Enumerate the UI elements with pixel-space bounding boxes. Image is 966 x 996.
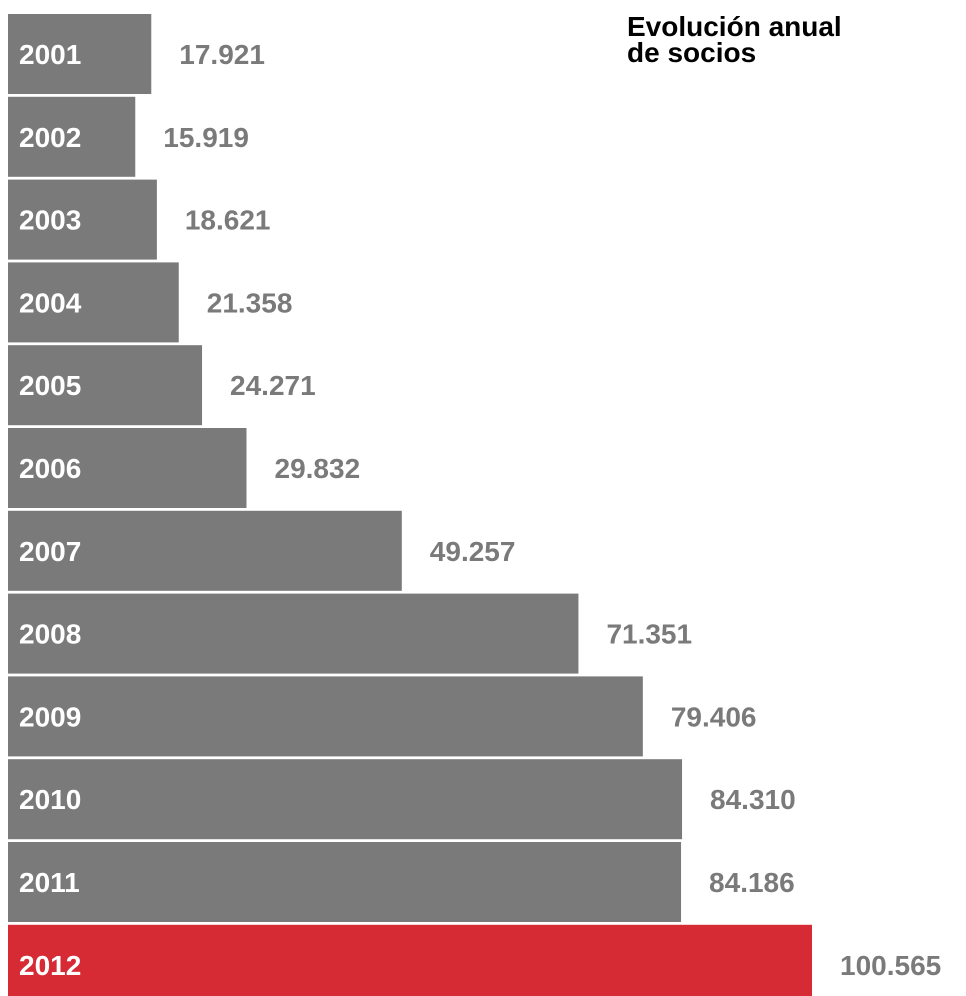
value-label-2008: 71.351: [606, 619, 692, 650]
bar-2001: [8, 14, 152, 94]
value-label-2010: 84.310: [710, 784, 796, 815]
value-label-2003: 18.621: [185, 205, 271, 236]
bar-row-2009: 2009 79.406: [8, 676, 757, 757]
bar-row-2007: 2007 49.257: [8, 510, 516, 591]
bar-2003: [8, 179, 157, 260]
value-label-2009: 79.406: [671, 701, 757, 732]
category-label-2005: 2005: [19, 370, 81, 401]
category-label-2007: 2007: [19, 536, 81, 567]
value-label-2006: 29.832: [275, 453, 361, 484]
chart-title-line-2: de socios: [627, 37, 757, 68]
bar-row-2012: 2012 100.565: [8, 924, 941, 996]
bar-2002: [8, 96, 136, 177]
bar-row-2006: 2006 29.832: [8, 428, 360, 508]
bar-2008: [8, 593, 579, 674]
value-label-2011: 84.186: [709, 867, 795, 898]
bar-row-2002: 2002 15.919: [8, 96, 249, 177]
bar-row-2003: 2003 18.621: [8, 179, 271, 260]
bar-row-2011: 2011 84.186: [8, 842, 795, 922]
category-label-2002: 2002: [19, 122, 81, 153]
category-label-2011: 2011: [19, 867, 80, 898]
bar-row-2008: 2008 71.351: [8, 593, 692, 674]
value-label-2012: 100.565: [840, 950, 941, 981]
bar-row-2001: 2001 17.921: [8, 14, 265, 94]
category-label-2012: 2012: [19, 950, 81, 981]
category-label-2006: 2006: [19, 453, 81, 484]
value-label-2001: 17.921: [179, 39, 265, 70]
category-label-2010: 2010: [19, 784, 81, 815]
value-label-2002: 15.919: [163, 122, 249, 153]
value-label-2007: 49.257: [430, 536, 516, 567]
bar-row-2004: 2004 21.358: [8, 262, 293, 343]
bar-2006: [8, 428, 247, 508]
category-label-2009: 2009: [19, 701, 81, 732]
category-label-2001: 2001: [19, 39, 81, 70]
category-label-2003: 2003: [19, 205, 81, 236]
bar-2011: [8, 842, 682, 922]
bar-2009: [8, 676, 643, 757]
value-label-2004: 21.358: [207, 287, 293, 318]
bar-2004: [8, 262, 179, 343]
bar-2010: [8, 759, 683, 840]
category-label-2004: 2004: [19, 287, 82, 318]
value-label-2005: 24.271: [230, 370, 316, 401]
bar-2005: [8, 345, 203, 426]
bar-2007: [8, 510, 402, 591]
bar-2012: [8, 924, 812, 996]
chart-title-line-1: Evolución anual: [627, 11, 842, 42]
category-label-2008: 2008: [19, 619, 81, 650]
bar-row-2005: 2005 24.271: [8, 345, 316, 426]
bar-row-2010: 2010 84.310: [8, 759, 796, 840]
chart-title: Evolución anual de socios: [627, 11, 957, 68]
